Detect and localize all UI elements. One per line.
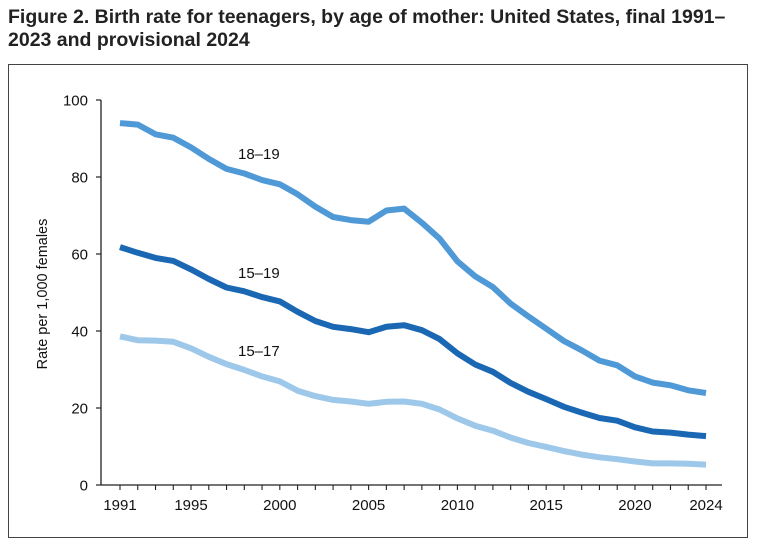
chart-title: Figure 2. Birth rate for teenagers, by a… [8,6,726,51]
y-tick-label: 80 [71,170,88,187]
x-tick-label: 2000 [263,497,296,514]
x-tick-label: 1991 [103,497,136,514]
series-line-18–19 [119,120,707,396]
y-tick-label: 100 [63,93,88,110]
x-tick-label: 2024 [689,497,722,514]
y-tick-label: 40 [71,324,88,341]
x-tick-label: 2020 [618,497,651,514]
axes [100,100,722,486]
chart-frame [8,64,748,538]
x-axis-ticks: 1991 1995 2000 2005 2010 2015 2020 2024 [103,485,723,514]
x-tick-label: 2015 [529,497,562,514]
series-label: 18–19 [238,146,280,163]
series-lines [119,120,707,468]
x-tick-label: 2005 [352,497,385,514]
x-tick-label: 1995 [174,497,207,514]
y-tick-label: 20 [71,401,88,418]
y-axis-ticks: 0 20 40 60 80 100 [63,93,101,495]
series-labels: 18–19 15–19 15–17 [238,146,280,360]
series-line-15–17 [119,333,707,468]
series-label: 15–19 [238,265,280,282]
x-tick-label: 2010 [441,497,474,514]
y-tick-label: 0 [80,478,88,495]
series-line-15–19 [119,244,707,440]
y-axis-label: Rate per 1,000 females [35,219,51,370]
series-label: 15–17 [238,343,280,360]
y-tick-label: 60 [71,247,88,264]
